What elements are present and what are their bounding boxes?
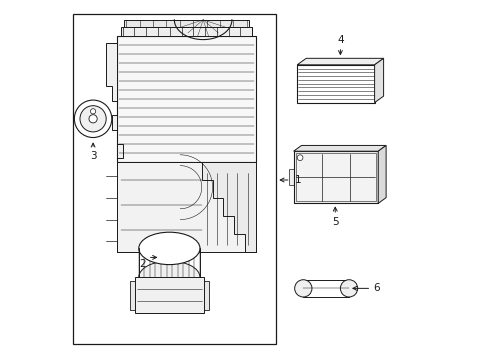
Bar <box>289 170 294 185</box>
Ellipse shape <box>139 232 200 265</box>
Bar <box>117 162 256 252</box>
Polygon shape <box>374 58 384 103</box>
Text: 6: 6 <box>373 283 380 293</box>
Text: 5: 5 <box>332 217 339 227</box>
Ellipse shape <box>139 261 200 293</box>
Polygon shape <box>294 145 386 151</box>
Text: 2: 2 <box>139 259 146 269</box>
Polygon shape <box>202 162 256 252</box>
Bar <box>296 153 376 201</box>
Circle shape <box>341 280 358 297</box>
Bar <box>297 65 374 103</box>
Bar <box>117 36 256 162</box>
Circle shape <box>74 100 112 138</box>
Circle shape <box>294 280 312 297</box>
Polygon shape <box>297 58 384 65</box>
Circle shape <box>89 115 97 123</box>
Text: 1: 1 <box>294 175 301 185</box>
Circle shape <box>91 109 96 114</box>
Circle shape <box>80 106 106 132</box>
Polygon shape <box>106 43 137 252</box>
Bar <box>130 281 137 310</box>
Bar <box>303 280 349 297</box>
Bar <box>121 27 252 36</box>
Text: 4: 4 <box>337 35 343 45</box>
Bar <box>294 151 378 203</box>
Bar <box>124 20 248 27</box>
Bar <box>73 14 276 344</box>
Circle shape <box>297 155 303 161</box>
Bar <box>135 277 204 313</box>
Text: 3: 3 <box>90 151 97 161</box>
Bar <box>202 281 209 310</box>
Polygon shape <box>378 145 386 203</box>
